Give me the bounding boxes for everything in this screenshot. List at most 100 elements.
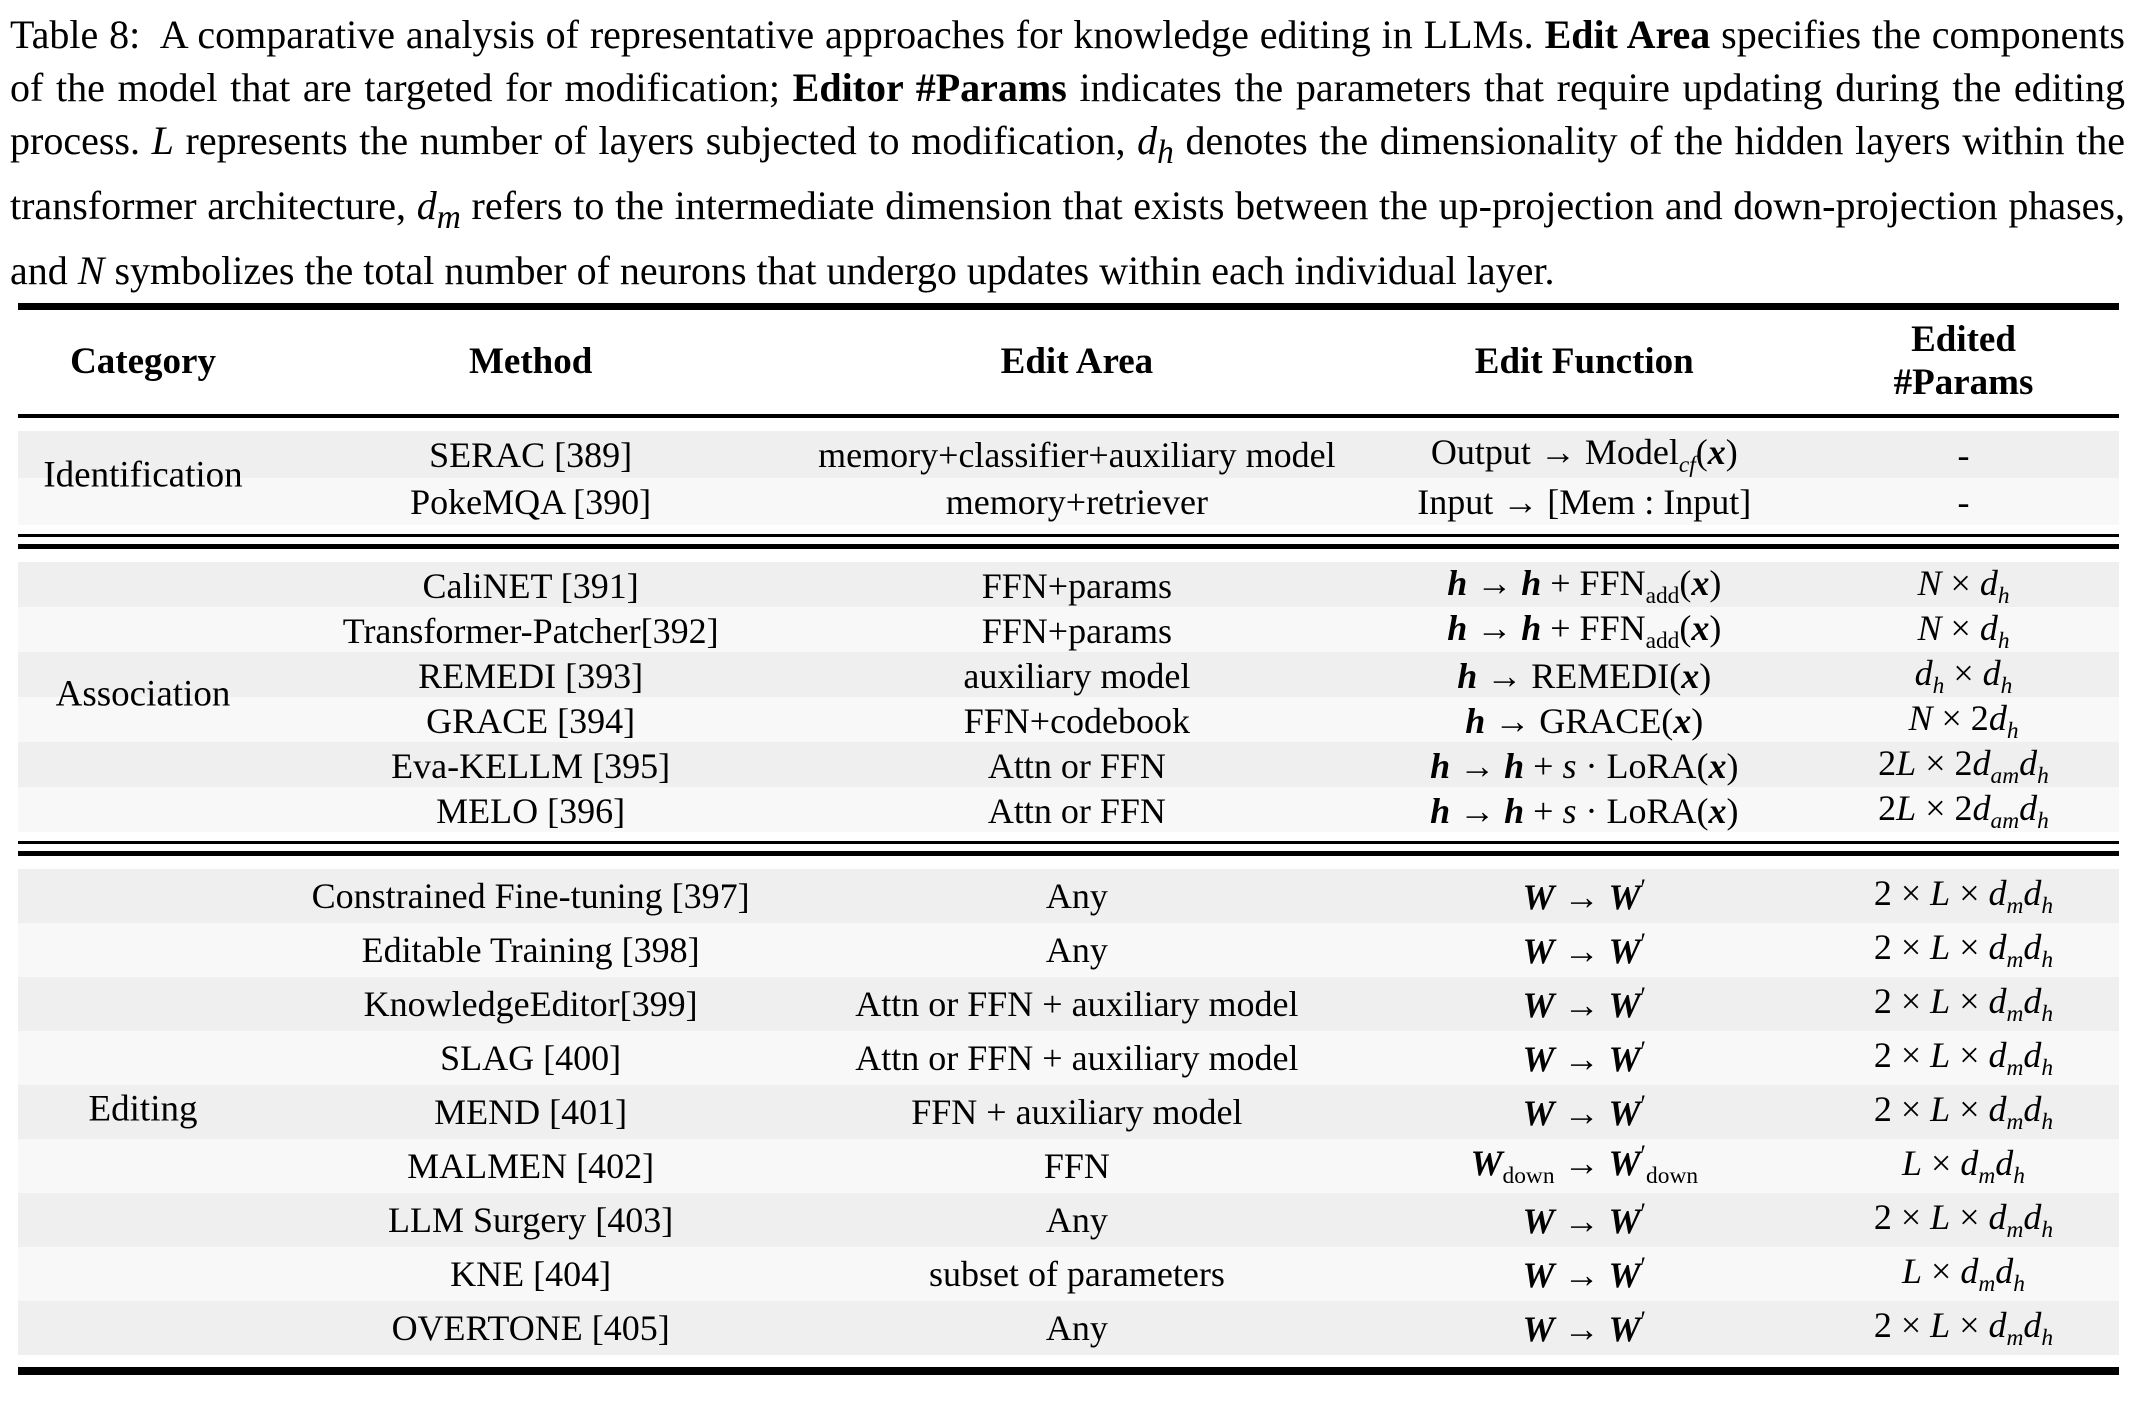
table-row: GRACE [394] FFN+codebook h → GRACE(x) N … — [18, 697, 2119, 745]
edited-params-cell: 2L × 2damdh — [1878, 743, 2049, 790]
edit-function-cell: W → W′ — [1522, 982, 1647, 1025]
column-header-edit-function: Edit Function — [1474, 340, 1694, 382]
method-cell: MELO [396] — [436, 791, 626, 832]
edited-params-cell: 2L × 2damdh — [1878, 788, 2049, 835]
edit-function-cell: h → h + FFNadd(x) — [1447, 608, 1722, 655]
edit-function-cell: W → W′ — [1522, 1036, 1647, 1079]
table-body: Identification SERAC [389] memory+classi… — [18, 418, 2119, 1361]
comparison-table: Category Method Edit Area Edit Function … — [18, 303, 2119, 1375]
edit-function-cell: Input → [Mem : Input] — [1417, 481, 1752, 522]
edit-area-cell: FFN + auxiliary model — [911, 1092, 1243, 1132]
table-row: SLAG [400] Attn or FFN + auxiliary model… — [18, 1031, 2119, 1085]
category-label: Identification — [43, 454, 243, 495]
table-row: Transformer-Patcher[392] FFN+params h → … — [18, 607, 2119, 655]
edit-area-cell: FFN+codebook — [963, 701, 1191, 742]
edit-function-cell: h → REMEDI(x) — [1457, 656, 1712, 697]
edit-area-cell: Attn or FFN — [987, 791, 1166, 832]
table-row: KnowledgeEditor[399] Attn or FFN + auxil… — [18, 977, 2119, 1031]
edited-params-cell: 2 × L × dmdh — [1873, 926, 2054, 974]
edit-area-cell: subset of parameters — [928, 1254, 1225, 1294]
method-cell: PokeMQA [390] — [410, 481, 652, 522]
method-cell: OVERTONE [405] — [391, 1308, 670, 1348]
edited-params-cell: dh × dh — [1914, 653, 2013, 700]
edit-area-cell: Any — [1045, 1200, 1108, 1240]
table-row: OVERTONE [405] Any W → W′ 2 × L × dmdh — [18, 1301, 2119, 1355]
table-row: PokeMQA [390] memory+retriever Input → [… — [18, 478, 2119, 525]
edited-params-cell: N × dh — [1917, 608, 2010, 655]
method-cell: LLM Surgery [403] — [387, 1200, 674, 1240]
table-row: MEND [401] FFN + auxiliary model W → W′ … — [18, 1085, 2119, 1139]
edit-function-cell: h → h + s · LoRA(x) — [1430, 791, 1739, 832]
edited-params-cell: L × dmdh — [1902, 1250, 2025, 1298]
table-row: SERAC [389] memory+classifier+auxiliary … — [18, 431, 2119, 478]
edited-params-cell: 2 × L × dmdh — [1873, 872, 2054, 920]
edit-function-cell: W → W′ — [1522, 1306, 1647, 1349]
table-row: MALMEN [402] FFN Wdown → W′down L × dmdh — [18, 1139, 2119, 1193]
edit-area-cell: Any — [1045, 876, 1108, 916]
edit-function-cell: h → GRACE(x) — [1465, 701, 1704, 742]
edited-params-cell: L × dmdh — [1902, 1142, 2025, 1190]
method-cell: MEND [401] — [434, 1092, 628, 1132]
edited-params-cell: 2 × L × dmdh — [1873, 1088, 2054, 1136]
category-label: Editing — [88, 1088, 198, 1129]
section-divider-rule — [18, 534, 2119, 549]
method-cell: Transformer-Patcher[392] — [342, 611, 719, 652]
method-cell: GRACE [394] — [426, 701, 636, 742]
method-cell: Constrained Fine-tuning [397] — [311, 876, 750, 916]
column-header-method: Method — [468, 340, 593, 382]
edit-area-cell: FFN — [1043, 1146, 1110, 1186]
category-label: Association — [55, 673, 231, 714]
section-rows: Constrained Fine-tuning [397] Any W → W′… — [18, 869, 2119, 1355]
edit-function-cell: W → W′ — [1522, 1090, 1647, 1133]
edit-area-cell: FFN+params — [981, 566, 1173, 607]
edit-function-cell: Output → Modelcf(x) — [1430, 432, 1738, 479]
table-section: Editing Constrained Fine-tuning [397] An… — [18, 856, 2119, 1361]
column-header-edit-area: Edit Area — [1000, 340, 1154, 382]
edit-area-cell: Any — [1045, 930, 1108, 970]
header-rule — [18, 414, 2119, 418]
edit-function-cell: h → h + FFNadd(x) — [1447, 563, 1722, 610]
edit-function-cell: W → W′ — [1522, 928, 1647, 971]
edited-params-cell: - — [1957, 481, 1970, 522]
edit-area-cell: Attn or FFN + auxiliary model — [855, 1038, 1299, 1078]
edited-params-cell: 2 × L × dmdh — [1873, 1196, 2054, 1244]
column-header-edited-params: Edited #Params — [1893, 319, 2034, 403]
edit-area-cell: memory+retriever — [945, 481, 1208, 522]
table-row: MELO [396] Attn or FFN h → h + s · LoRA(… — [18, 787, 2119, 835]
table-row: KNE [404] subset of parameters W → W′ L … — [18, 1247, 2119, 1301]
table-bottom-rule — [18, 1367, 2119, 1375]
table-top-rule — [18, 303, 2119, 310]
method-cell: KNE [404] — [450, 1254, 612, 1294]
edited-params-cell: N × 2dh — [1908, 698, 2019, 745]
edited-params-cell: 2 × L × dmdh — [1873, 980, 2054, 1028]
edit-area-cell: Any — [1045, 1308, 1108, 1348]
edit-function-cell: h → h + s · LoRA(x) — [1430, 746, 1739, 787]
method-cell: MALMEN [402] — [407, 1146, 655, 1186]
table-row: Eva-KELLM [395] Attn or FFN h → h + s · … — [18, 742, 2119, 790]
edit-area-cell: Attn or FFN + auxiliary model — [855, 984, 1299, 1024]
section-rows: SERAC [389] memory+classifier+auxiliary … — [18, 431, 2119, 525]
method-cell: SERAC [389] — [429, 435, 633, 476]
edit-area-cell: auxiliary model — [963, 656, 1191, 697]
edit-function-cell: Wdown → W′down — [1470, 1141, 1699, 1190]
table-header-row: Category Method Edit Area Edit Function … — [18, 310, 2119, 414]
method-cell: CaliNET [391] — [422, 566, 639, 607]
edited-params-cell: - — [1957, 435, 1970, 476]
section-rows: CaliNET [391] FFN+params h → h + FFNadd(… — [18, 562, 2119, 835]
table-row: REMEDI [393] auxiliary model h → REMEDI(… — [18, 652, 2119, 700]
method-cell: SLAG [400] — [440, 1038, 622, 1078]
edit-area-cell: memory+classifier+auxiliary model — [818, 435, 1336, 476]
method-cell: Editable Training [398] — [361, 930, 700, 970]
edited-params-cell: N × dh — [1917, 563, 2010, 610]
table-section: Identification SERAC [389] memory+classi… — [18, 418, 2119, 531]
edit-area-cell: Attn or FFN — [987, 746, 1166, 787]
table-row: CaliNET [391] FFN+params h → h + FFNadd(… — [18, 562, 2119, 610]
table-caption: Table 8: A comparative analysis of repre… — [10, 12, 2126, 293]
edit-function-cell: W → W′ — [1522, 1198, 1647, 1241]
edit-function-cell: W → W′ — [1522, 874, 1647, 917]
method-cell: REMEDI [393] — [418, 656, 644, 697]
table-row: Editable Training [398] Any W → W′ 2 × L… — [18, 923, 2119, 977]
section-divider-rule — [18, 841, 2119, 856]
edit-function-cell: W → W′ — [1522, 1252, 1647, 1295]
method-cell: KnowledgeEditor[399] — [363, 984, 698, 1024]
